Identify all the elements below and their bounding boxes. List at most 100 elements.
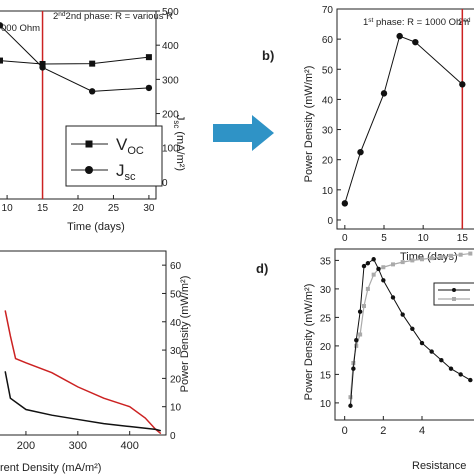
panel-d-ytick-label-5: 35 — [320, 256, 332, 267]
panel-b-ylabel: Power Density (mW/m²) — [303, 66, 315, 183]
panel-a-ylabel-right: Jsc (mA/m²) — [172, 115, 186, 171]
panel-d-gray-point-4 — [362, 304, 366, 308]
panel-b-label: b) — [262, 48, 274, 63]
panel-c-ytick-label-4: 40 — [170, 318, 182, 329]
panel-d-black-point-10 — [400, 312, 405, 317]
panel-a-xtick-label-0: 10 — [2, 203, 14, 214]
panel-d-label: d) — [256, 261, 268, 276]
panel-c-black-line — [4, 371, 162, 432]
panel-d-ytick-label-1: 15 — [320, 370, 332, 381]
panel-b-power-point-0 — [341, 200, 349, 207]
panel-d-black-line — [349, 258, 471, 406]
panel-d-xtick-label-2: 4 — [419, 425, 425, 437]
panel-d-gray-point-5 — [365, 286, 370, 291]
panel-c-xtick-label-0: 200 — [17, 440, 35, 452]
panel-d-gray-point-0 — [348, 395, 353, 400]
panel-a-xtick-label-3: 25 — [108, 203, 120, 214]
panel-c: rent Density (mA/m²) Power Density (mW/m… — [0, 250, 191, 474]
legend-d-square-marker — [452, 297, 456, 301]
panel-b-ytick-label-5: 50 — [322, 65, 334, 76]
panel-b-power-point-2 — [380, 90, 388, 97]
legend-circle-marker — [85, 166, 93, 174]
legend-entry-voc: VOC — [116, 135, 144, 157]
panel-d-gray-point-9 — [391, 262, 395, 267]
panel-a-ylabel-sub: sc — [172, 120, 181, 128]
panel-b-power-point-5 — [459, 81, 466, 88]
panel-d-xlabel: Resistance — [412, 460, 466, 472]
panel-a-jsc-point-3 — [145, 84, 153, 92]
panel-b-power-line — [344, 35, 463, 204]
panel-b-annotation-1: 1st phase: R = 1000 Ohm — [363, 17, 469, 28]
panel-c-ytick-label-1: 10 — [170, 403, 182, 414]
panel-b-annotation-2: 2nd — [458, 17, 471, 28]
panel-c-frame — [0, 250, 167, 436]
panel-a-legend: VOC Jsc — [65, 125, 163, 187]
panel-d-gray-point-6 — [371, 272, 376, 277]
panel-d-gray-point-17 — [468, 251, 473, 256]
panel-a-annotation-2: 2nd2nd phase: R = various R — [53, 11, 173, 22]
panel-d-gray-point-14 — [439, 254, 444, 259]
panel-b-xtick-label-3: 15 — [457, 233, 469, 244]
panel-b-ytick-label-3: 30 — [322, 126, 334, 137]
panel-d-ytick-label-4: 30 — [320, 285, 332, 296]
panel-d-xtick-label-0: 0 — [342, 425, 348, 437]
legend-voc-sub: OC — [127, 145, 144, 157]
panel-b-power-point-4 — [412, 38, 419, 46]
panel-d-frame — [334, 248, 474, 421]
panel-b-xtick-label-0: 0 — [342, 233, 348, 244]
panel-d-black-point-5 — [365, 261, 371, 266]
panel-a-ylabel-unit: (mA/m²) — [174, 131, 186, 171]
panel-a-jsc-point-0 — [0, 22, 4, 29]
panel-d-gray-point-3 — [358, 332, 363, 337]
panel-a-voc-point-2 — [89, 60, 96, 67]
panel-c-xtick-label-2: 400 — [121, 440, 139, 452]
panel-c-ylabel-right: Power Density (mW/m²) — [179, 276, 191, 393]
panel-a-jsc-point-1 — [39, 64, 46, 71]
panel-d-gray-point-2 — [354, 343, 359, 348]
panel-a-jsc-line — [0, 25, 149, 92]
panel-d-ytick-label-2: 20 — [320, 342, 332, 353]
panel-a-ytick-label-1: 100 — [162, 144, 179, 155]
panel-b-ytick-label-0: 0 — [327, 216, 333, 227]
panel-b-ytick-label-6: 60 — [322, 35, 334, 46]
panel-a-ytick-label-0: 0 — [162, 178, 168, 189]
panel-d-black-point-17 — [468, 377, 473, 383]
panel-a-annotation-2-sup: nd — [58, 11, 66, 18]
legend-jsc-sub: sc — [125, 171, 137, 183]
panel-a-ytick-label-5: 500 — [162, 7, 179, 18]
panel-b-ytick-label-4: 40 — [322, 95, 334, 106]
panel-d-black-point-0 — [348, 403, 353, 408]
panel-a: 000 Ohm 2nd2nd phase: R = various R Time… — [0, 7, 186, 233]
panel-a-ylabel-main: J — [174, 115, 186, 121]
panel-c-xtick-label-1: 300 — [69, 440, 87, 452]
legend-d-circle-marker — [452, 288, 456, 292]
panel-b-ytick-label-7: 70 — [322, 5, 334, 16]
panel-d-gray-point-1 — [351, 361, 356, 365]
legend-entry-jsc: Jsc — [116, 161, 136, 183]
panel-d-gray-point-16 — [458, 252, 463, 257]
panel-d-black-point-9 — [390, 295, 396, 300]
panel-d-black-point-11 — [410, 326, 415, 331]
panel-a-xtick-label-1: 15 — [37, 203, 49, 214]
panel-d-gray-point-11 — [410, 258, 415, 263]
legend-square-marker — [85, 140, 93, 148]
panel-d-black-point-16 — [458, 372, 463, 377]
panel-d-ylabel: Power Density (mW/m²) — [303, 284, 315, 401]
panel-d-legend — [433, 282, 474, 306]
panel-d: d) Resistance Power Density (mW/m²) 0 2 4 1… — [256, 248, 474, 472]
panel-d-black-point-8 — [381, 278, 386, 283]
panel-c-ytick-label-6: 60 — [170, 261, 182, 272]
panel-d-gray-point-8 — [381, 265, 386, 270]
panel-a-jsc-point-2 — [88, 88, 96, 95]
panel-d-gray-point-13 — [429, 256, 434, 261]
panel-a-ytick-label-4: 400 — [162, 41, 179, 52]
panel-a-ytick-label-2: 200 — [162, 110, 179, 121]
panel-a-xtick-label-2: 20 — [72, 203, 84, 214]
panel-a-ytick-label-3: 300 — [162, 75, 179, 86]
panel-d-black-point-2 — [354, 338, 359, 343]
panel-a-annotation-2-text: 2nd phase: R = various R — [66, 11, 174, 22]
panel-c-ytick-label-3: 30 — [170, 346, 182, 357]
panel-a-voc-point-3 — [145, 54, 152, 61]
panel-d-gray-point-12 — [420, 257, 424, 262]
